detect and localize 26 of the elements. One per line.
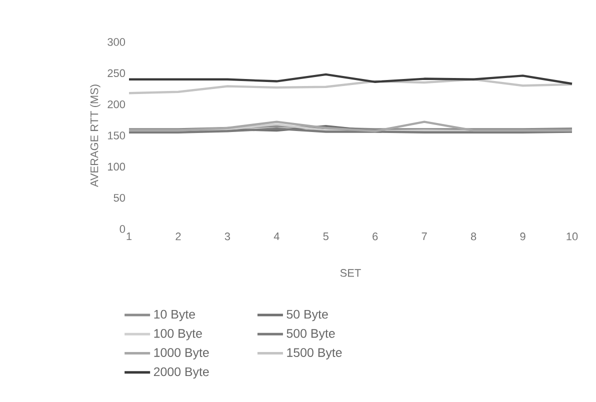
- legend-label: 50 Byte: [286, 310, 328, 322]
- x-axis-title: SET: [340, 269, 361, 277]
- y-tick-label: 150: [108, 132, 126, 140]
- y-tick-label: 100: [108, 162, 126, 171]
- x-tick-label: 7: [422, 232, 427, 240]
- x-tick-label: 9: [520, 232, 526, 240]
- y-tick-label: 250: [108, 69, 126, 78]
- y-tick-label: 0: [120, 225, 126, 233]
- x-tick-label: 8: [470, 232, 476, 240]
- x-tick-label: 4: [274, 232, 280, 240]
- x-tick-label: 2: [176, 232, 181, 240]
- legend-label: 1000 Byte: [154, 348, 209, 360]
- x-tick-label: 3: [224, 232, 230, 240]
- y-tick-label: 200: [108, 100, 126, 108]
- x-tick-label: 1: [126, 232, 132, 240]
- legend-label: 2000 Byte: [154, 367, 209, 379]
- y-tick-label: 50: [114, 194, 126, 202]
- y-tick-label: 300: [108, 38, 126, 46]
- legend-label: 500 Byte: [286, 329, 335, 340]
- x-tick-label: 6: [372, 232, 378, 240]
- y-axis-title: AVERAGE RTT (MS): [90, 84, 100, 188]
- x-tick-label: 10: [566, 232, 578, 240]
- legend-label: 1500 Byte: [287, 348, 342, 360]
- legend-label: 100 Byte: [154, 329, 202, 340]
- x-tick-label: 5: [323, 232, 328, 240]
- legend-label: 10 Byte: [154, 310, 195, 322]
